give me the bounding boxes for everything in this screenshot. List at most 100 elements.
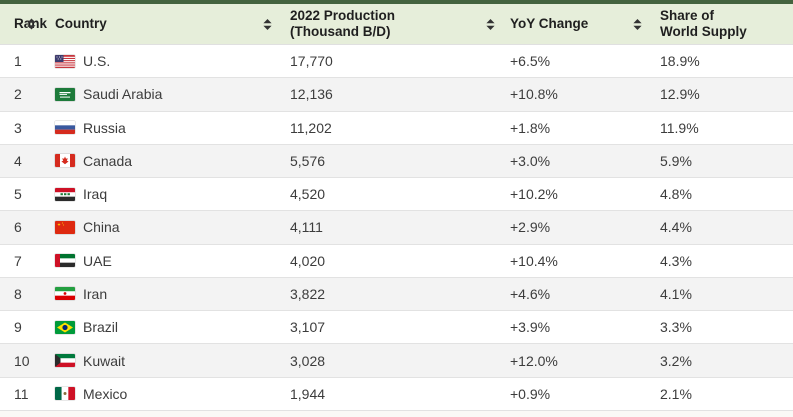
production-cell: 4,111: [282, 211, 500, 243]
country-cell: Kuwait: [45, 344, 282, 376]
yoy-change-cell-value: +0.9%: [510, 385, 551, 402]
production-cell: 11,202: [282, 112, 500, 144]
header-yoy-change[interactable]: YoY Change: [500, 4, 648, 44]
sort-icon[interactable]: [27, 18, 36, 30]
share-cell-value: 3.3%: [660, 319, 692, 336]
country-cell: Mexico: [45, 378, 282, 410]
table-row: 6 China 4,111 +2.9% 4.4%: [0, 211, 793, 245]
top-accent-bar: [0, 0, 793, 4]
production-cell-value: 3,822: [290, 285, 326, 302]
production-cell-value: 4,520: [290, 186, 326, 203]
header-country-label: Country: [55, 16, 107, 31]
yoy-change-cell-value: +3.0%: [510, 152, 551, 169]
yoy-change-cell: +6.5%: [500, 45, 648, 77]
rank-cell: 4: [0, 145, 45, 177]
table-row: 2 Saudi Arabia 12,136 +10.8% 12.9%: [0, 78, 793, 112]
production-cell: 3,107: [282, 311, 500, 343]
yoy-change-cell-value: +10.4%: [510, 252, 558, 269]
flag-saudi-arabia: [55, 87, 75, 101]
country-cell: Russia: [45, 112, 282, 144]
production-cell-value: 4,020: [290, 252, 326, 269]
flag-iran: [55, 287, 75, 301]
share-cell: 4.1%: [648, 278, 793, 310]
header-production[interactable]: 2022 Production (Thousand B/D): [282, 4, 500, 44]
country-name: Kuwait: [83, 352, 126, 369]
rank-cell-value: 6: [14, 219, 22, 236]
production-cell-value: 3,028: [290, 352, 326, 369]
production-cell: 4,520: [282, 178, 500, 210]
table-row: 5 Iraq 4,520 +10.2% 4.8%: [0, 178, 793, 212]
share-cell: 11.9%: [648, 112, 793, 144]
share-cell-value: 4.3%: [660, 252, 692, 269]
share-cell-value: 18.9%: [660, 53, 700, 70]
flag-iraq: [55, 187, 75, 201]
table-row: 9 Brazil 3,107 +3.9% 3.3%: [0, 311, 793, 345]
production-cell: 3,028: [282, 344, 500, 376]
sort-icon[interactable]: [486, 18, 495, 30]
share-cell: 3.3%: [648, 311, 793, 343]
rank-cell: 5: [0, 178, 45, 210]
yoy-change-cell: +10.8%: [500, 78, 648, 110]
flag-brazil: [55, 320, 75, 334]
rank-cell-value: 2: [14, 86, 22, 103]
rank-cell-value: 5: [14, 186, 22, 203]
yoy-change-cell-value: +10.8%: [510, 86, 558, 103]
rank-cell-value: 10: [14, 352, 30, 369]
rank-cell: 9: [0, 311, 45, 343]
country-name: Iraq: [83, 186, 108, 203]
production-cell: 17,770: [282, 45, 500, 77]
table-row: 7 UAE 4,020 +10.4% 4.3%: [0, 244, 793, 278]
country-name: Russia: [83, 119, 126, 136]
production-cell-value: 5,576: [290, 152, 326, 169]
production-cell-value: 17,770: [290, 53, 333, 70]
share-cell-value: 4.8%: [660, 186, 692, 203]
flag-kuwait: [55, 354, 75, 368]
production-cell-value: 1,944: [290, 385, 326, 402]
production-cell: 5,576: [282, 145, 500, 177]
country-cell: Iran: [45, 278, 282, 310]
production-cell: 3,822: [282, 278, 500, 310]
rank-cell-value: 4: [14, 152, 22, 169]
rank-cell: 3: [0, 112, 45, 144]
table-header-row: Rank Country 2022 Production (Thousand B/…: [0, 4, 793, 45]
header-rank[interactable]: Rank: [0, 4, 47, 44]
country-name: U.S.: [83, 53, 111, 70]
production-cell: 4,020: [282, 245, 500, 277]
country-cell: Iraq: [45, 178, 282, 210]
country-name: UAE: [83, 252, 112, 269]
share-cell: 3.2%: [648, 344, 793, 376]
yoy-change-cell: +0.9%: [500, 378, 648, 410]
share-cell: 5.9%: [648, 145, 793, 177]
rank-cell: 1: [0, 45, 45, 77]
yoy-change-cell: +12.0%: [500, 344, 648, 376]
rank-cell-value: 8: [14, 285, 22, 302]
header-country[interactable]: Country: [45, 4, 282, 44]
flag-russia: [55, 121, 75, 135]
rank-cell: 11: [0, 378, 45, 410]
rank-cell-value: 7: [14, 252, 22, 269]
share-cell-value: 4.1%: [660, 285, 692, 302]
production-cell: 1,944: [282, 378, 500, 410]
header-production-label: 2022 Production (Thousand B/D): [290, 8, 396, 39]
yoy-change-cell-value: +1.8%: [510, 119, 551, 136]
yoy-change-cell-value: +6.5%: [510, 53, 551, 70]
country-name: Saudi Arabia: [83, 86, 163, 103]
header-share-of-world-supply[interactable]: Share of World Supply: [648, 4, 793, 44]
share-cell: 2.1%: [648, 378, 793, 410]
country-name: Canada: [83, 152, 133, 169]
production-cell-value: 12,136: [290, 86, 333, 103]
table-row: 10 Kuwait 3,028 +12.0% 3.2%: [0, 344, 793, 378]
country-name: China: [83, 219, 120, 236]
sort-icon[interactable]: [633, 18, 642, 30]
yoy-change-cell: +4.6%: [500, 278, 648, 310]
share-cell: 4.8%: [648, 178, 793, 210]
share-cell-value: 2.1%: [660, 385, 692, 402]
sort-icon[interactable]: [263, 18, 272, 30]
rank-cell-value: 1: [14, 53, 22, 70]
share-cell-value: 4.4%: [660, 219, 692, 236]
flag-canada: [55, 154, 75, 168]
country-name: Brazil: [83, 319, 119, 336]
yoy-change-cell-value: +10.2%: [510, 186, 558, 203]
share-cell-value: 3.2%: [660, 352, 692, 369]
yoy-change-cell: +2.9%: [500, 211, 648, 243]
